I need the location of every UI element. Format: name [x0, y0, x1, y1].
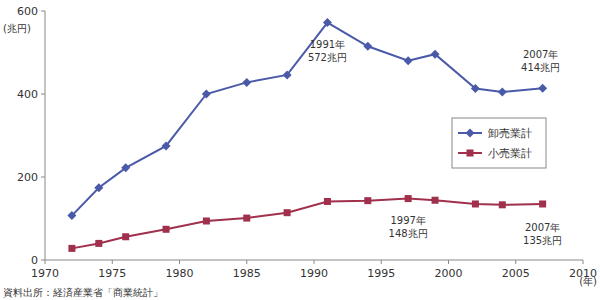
series-marker [323, 18, 332, 27]
x-tick-label: 1995 [367, 267, 395, 280]
annotation-text: 1997年 [390, 215, 425, 226]
series-marker [538, 84, 547, 93]
series-marker [163, 226, 170, 233]
x-tick [112, 260, 113, 264]
x-tick [448, 260, 449, 264]
series-marker [499, 201, 506, 208]
series-marker [364, 197, 371, 204]
y-tick [41, 177, 45, 178]
y-tick-label: 400 [17, 88, 38, 101]
x-tick-label: 2005 [502, 267, 530, 280]
series-marker [202, 90, 211, 99]
series-marker [431, 50, 440, 59]
legend-label: 小売業計 [488, 147, 532, 160]
x-axis-label: (年) [579, 276, 597, 287]
annotation-text: 2007年 [523, 49, 558, 60]
x-tick [583, 260, 584, 264]
series-marker [471, 84, 480, 93]
series-marker [242, 78, 251, 87]
series-marker [404, 56, 413, 65]
x-tick-label: 1985 [233, 267, 261, 280]
series-marker [284, 209, 291, 216]
series-marker [67, 211, 76, 220]
x-tick [246, 260, 247, 264]
annotation-text: 414兆円 [521, 62, 560, 73]
plot-area [67, 18, 547, 252]
legend: 卸売業計小売業計 [452, 118, 546, 168]
legend-label: 卸売業計 [488, 127, 532, 140]
x-tick [515, 260, 516, 264]
series-marker [203, 217, 210, 224]
y-axis-label: (兆円) [3, 23, 31, 34]
series-marker [121, 163, 130, 172]
annotation-text: 2007年 [525, 222, 560, 233]
series-line [72, 199, 543, 249]
y-tick-label: 600 [17, 5, 38, 18]
series-marker [162, 141, 171, 150]
y-tick [41, 94, 45, 95]
x-tick-label: 1980 [166, 267, 194, 280]
y-tick [41, 11, 45, 12]
series-marker [432, 197, 439, 204]
series-marker [283, 70, 292, 79]
series-marker [363, 42, 372, 51]
x-tick-label: 1990 [300, 267, 328, 280]
x-tick [45, 260, 46, 264]
legend-marker [466, 129, 475, 138]
series-marker [405, 195, 412, 202]
series-marker [472, 200, 479, 207]
annotation-text: 148兆円 [389, 228, 428, 239]
y-tick-label: 200 [17, 171, 38, 184]
annotation-text: 1991年 [310, 39, 345, 50]
series-marker [95, 240, 102, 247]
x-tick-label: 2000 [435, 267, 463, 280]
x-tick [381, 260, 382, 264]
legend-box [452, 118, 546, 168]
y-tick-label: 0 [31, 254, 38, 267]
series-marker [68, 245, 75, 252]
legend-marker [467, 150, 474, 157]
annotation-text: 135兆円 [523, 235, 562, 246]
series-marker [324, 198, 331, 205]
x-tick-label: 1970 [31, 267, 59, 280]
x-tick [179, 260, 180, 264]
source-note: 資料出所：経済産業省「商業統計」 [3, 287, 163, 298]
y-axis [45, 11, 46, 260]
series-marker [243, 215, 250, 222]
y-tick [41, 260, 45, 261]
series-marker [539, 200, 546, 207]
annotation-text: 572兆円 [308, 52, 347, 63]
series-marker [498, 87, 507, 96]
x-tick-label: 1975 [98, 267, 126, 280]
series-marker [94, 183, 103, 192]
series-marker [122, 233, 129, 240]
x-tick [314, 260, 315, 264]
chart: 0 200 400 600 1970 1975 1980 1985 1990 1995 2000 20… [0, 0, 600, 300]
